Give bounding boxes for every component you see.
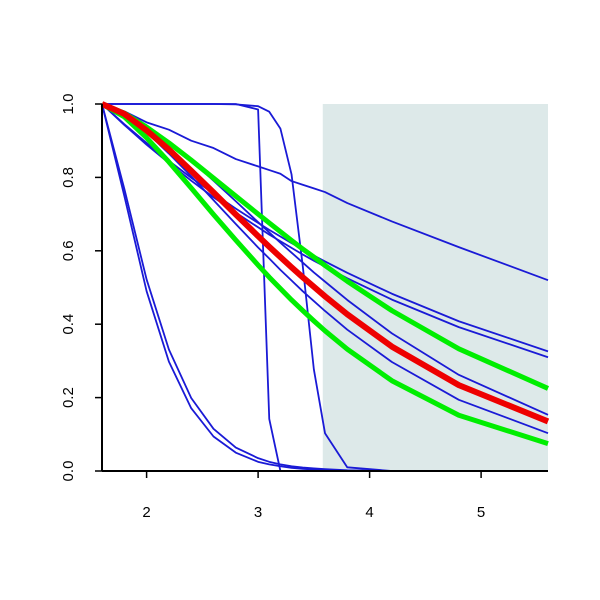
series-line	[101, 101, 550, 391]
x-tick-label: 4	[365, 504, 373, 521]
y-tick-label: 0.6	[60, 240, 77, 261]
series-line	[100, 101, 550, 425]
series-line	[100, 101, 549, 447]
x-tick-label: 5	[477, 504, 485, 521]
y-tick-label: 0.8	[60, 167, 77, 188]
y-tick-label: 0.4	[60, 314, 77, 335]
x-tick-label: 2	[142, 504, 150, 521]
series-line	[101, 103, 549, 282]
x-tick-label: 3	[254, 504, 262, 521]
y-tick-label: 0.2	[60, 387, 77, 408]
y-tick-label: 1.0	[60, 94, 77, 115]
y-tick-label: 0.0	[60, 461, 77, 482]
series-line	[102, 103, 548, 472]
